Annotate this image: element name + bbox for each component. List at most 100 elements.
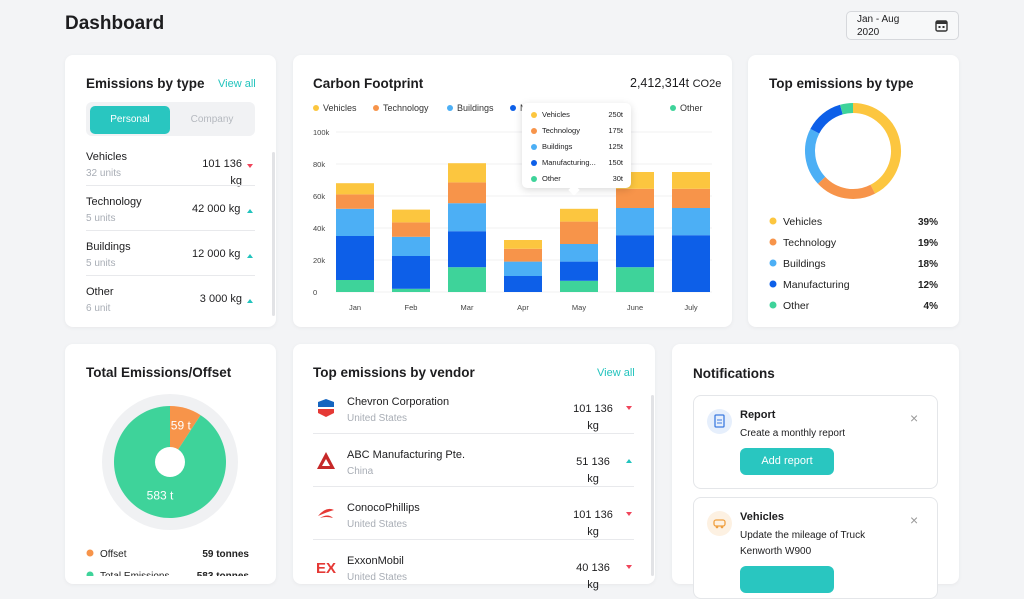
notification-text: Create a monthly report [740,428,846,439]
calendar-icon [935,20,948,32]
item-units: 5 units [86,258,116,269]
trend-arrow [247,209,253,213]
tooltip-dot [531,128,537,134]
tooltip-name: Manufacturing... [542,158,596,167]
card-title: Carbon Footprint [313,76,424,91]
vendor-amount: 101 136 kg [573,509,613,538]
notification-title: Vehicles [740,511,785,523]
icon [713,519,726,529]
item-amount: 101 136 kg [202,158,242,187]
notification: Vehicles Update the mileage of Truck Kenw… [693,497,938,599]
separator [86,230,255,231]
tooltip-value: 150t [608,158,623,167]
tab-active[interactable]: Personal [90,106,170,134]
tooltip-dot [531,144,537,150]
vendor-logo [316,504,336,524]
action-button[interactable]: Add report [740,448,834,475]
logo-icon [318,508,334,518]
separator [86,275,255,276]
notification: Report Create a monthly report × Add report [693,395,938,489]
scrollbar [272,152,275,316]
vendor-logo [316,398,336,418]
total-value: 2,412,314t [630,76,690,90]
item-amount: 12 000 kg [192,248,241,260]
card-title: Emissions by type [86,76,205,91]
tooltip-name: Vehicles [542,110,570,119]
trend-arrow [626,565,632,569]
vendor-name: ExxonMobil [347,555,404,567]
item-amount: 42 000 kg [192,203,241,215]
tooltip-dot [531,160,537,166]
item-name: Vehicles [86,151,127,163]
page-title: Dashboard [65,13,165,34]
total-emissions-card [65,344,276,584]
separator [313,539,634,540]
view-all-link[interactable]: View all [597,367,635,379]
action-button[interactable] [740,566,834,593]
vendor-country: United States [347,572,408,583]
svg-text:EX: EX [316,560,336,577]
item-units: 32 units [86,168,122,179]
tooltip: Vehicles 250t Technology 175t Buildings 125t M… [522,103,631,196]
trend-arrow [247,164,253,168]
tooltip-name: Other [542,174,561,183]
page: {"header":{"title":"Dashboard","date_ran… [65,11,959,599]
logo-icon [317,452,335,469]
tooltip-name: Technology [542,126,580,135]
trend-arrow [626,459,632,463]
vendor-logo: EX [316,557,336,577]
total-unit: CO2e [692,78,722,90]
emissions-by-type-card [65,55,276,327]
card-title: Top emissions by vendor [313,365,475,380]
vendor-country: United States [347,413,408,424]
separator [313,433,634,434]
separator [86,185,255,186]
item-name: Technology [86,196,142,208]
trend-arrow [626,512,632,516]
notification-title: Report [740,409,776,421]
vendor-name: ABC Manufacturing Pte. [347,449,466,461]
tooltip-value: 250t [608,110,623,119]
vendor-name: Chevron Corporation [347,396,450,408]
logo-icon [318,399,334,417]
card-title: Total Emissions/Offset [86,365,232,380]
top-emissions-type-card [748,55,959,327]
card-title: Notifications [693,366,775,381]
trend-arrow [247,299,253,303]
icon [714,414,725,428]
close-button[interactable]: × [910,410,919,426]
tooltip-dot [531,176,537,182]
date-picker[interactable]: Jan - Aug 2020 [846,11,959,40]
notification-text: Update the mileage of Truck Kenworth W90… [740,530,866,557]
item-name: Other [86,286,114,298]
tooltip-value: 125t [608,142,623,151]
item-units: 6 unit [86,303,111,314]
trend-arrow [626,406,632,410]
date-range: Jan - Aug 2020 [857,14,900,38]
item-name: Buildings [86,241,131,253]
carbon-footprint-card [293,55,732,327]
tooltip-value: 30t [612,174,623,183]
vendor-amount: 51 136 kg [576,456,610,485]
vendor-country: China [347,466,374,477]
notification-icon [707,409,732,434]
vendor-country: United States [347,519,408,530]
tab[interactable]: Company [190,114,234,125]
item-units: 5 units [86,213,116,224]
separator [313,486,634,487]
card-title: Top emissions by type [769,76,914,91]
vendor-logo [316,451,336,471]
vendor-name: ConocoPhillips [347,502,420,514]
close-button[interactable]: × [910,512,919,528]
vendor-amount: 101 136 kg [573,403,613,432]
tooltip-value: 175t [608,126,623,135]
total: 2,412,314t CO2e [630,76,721,90]
vendor-card [293,344,655,584]
tooltip-name: Buildings [542,142,573,151]
item-amount: 3 000 kg [199,293,242,305]
view-all-link[interactable]: View all [218,78,256,90]
tooltip-dot [531,112,537,118]
notification-icon [707,511,732,536]
trend-arrow [247,254,253,258]
logo-icon: EX [316,560,336,577]
